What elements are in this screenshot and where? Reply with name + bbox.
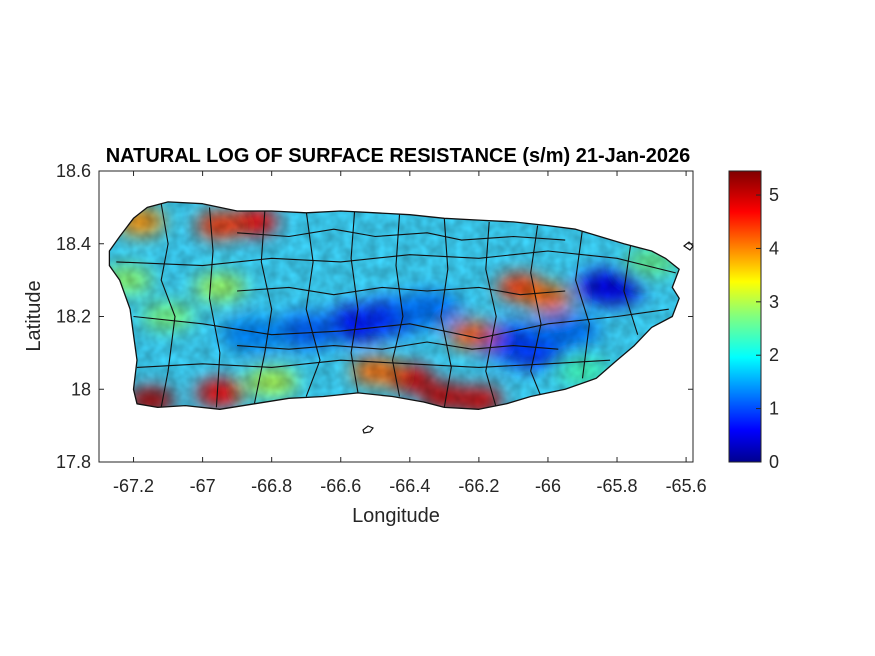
municipality-boundary (440, 218, 452, 408)
municipality-boundary (237, 341, 559, 350)
colorbar-tick-label: 3 (769, 292, 779, 312)
x-tick-label: -66 (535, 476, 561, 496)
colorbar: 0 1 2 3 4 5 (728, 170, 779, 472)
municipality-boundary (237, 286, 566, 296)
colorbar-tick-label: 2 (769, 345, 779, 365)
colorbar-ticks: 0 1 2 3 4 5 (756, 185, 779, 472)
colorbar-tick-label: 4 (769, 238, 779, 258)
offshore-islet (362, 425, 374, 434)
y-tick-label: 18.6 (56, 161, 91, 181)
municipality-boundary (208, 207, 221, 408)
y-tick-label: 18.4 (56, 234, 91, 254)
x-tick-label: -66.8 (251, 476, 292, 496)
municipality-boundary (160, 203, 176, 408)
x-tick-label: -66.4 (389, 476, 430, 496)
colorbar-gradient (728, 170, 762, 463)
municipality-boundary (305, 210, 321, 397)
x-axis-label: Longitude (352, 505, 440, 527)
municipality-boundaries (116, 203, 676, 408)
colorbar-tick-label: 0 (769, 452, 779, 472)
y-tick-label: 18.2 (56, 307, 91, 327)
municipality-boundary (133, 308, 669, 339)
municipality-boundary (350, 210, 359, 393)
y-axis: 17.8 18 18.2 18.4 18.6 (56, 161, 693, 472)
y-tick-label: 18 (71, 379, 91, 399)
y-axis-label: Latitude (23, 280, 45, 351)
field-texture (109, 201, 680, 410)
municipality-boundary (136, 359, 611, 368)
coastline (108, 201, 680, 410)
x-tick-label: -66.6 (320, 476, 361, 496)
municipality-boundary (485, 221, 497, 408)
municipality-boundary (253, 210, 273, 404)
puerto-rico-landmass (109, 201, 680, 410)
municipality-boundary (530, 225, 542, 397)
municipality-boundary (237, 228, 566, 241)
x-axis: -67.2 -67 -66.8 -66.6 -66.4 -66.2 -66 -65.8 -65.… (113, 171, 707, 496)
x-tick-label: -67.2 (113, 476, 154, 496)
x-tick-label: -65.6 (666, 476, 707, 496)
plot-title: NATURAL LOG OF SURFACE RESISTANCE (s/m) … (106, 145, 691, 167)
x-tick-label: -67 (190, 476, 216, 496)
y-tick-label: 17.8 (56, 452, 91, 472)
municipality-boundary (623, 243, 639, 335)
colorbar-tick-label: 1 (769, 399, 779, 419)
municipality-boundary (116, 250, 676, 274)
x-tick-label: -66.2 (458, 476, 499, 496)
colorbar-tick-label: 5 (769, 185, 779, 205)
x-tick-label: -65.8 (597, 476, 638, 496)
municipality-boundary (391, 214, 404, 397)
culebra-fragment (682, 241, 694, 251)
